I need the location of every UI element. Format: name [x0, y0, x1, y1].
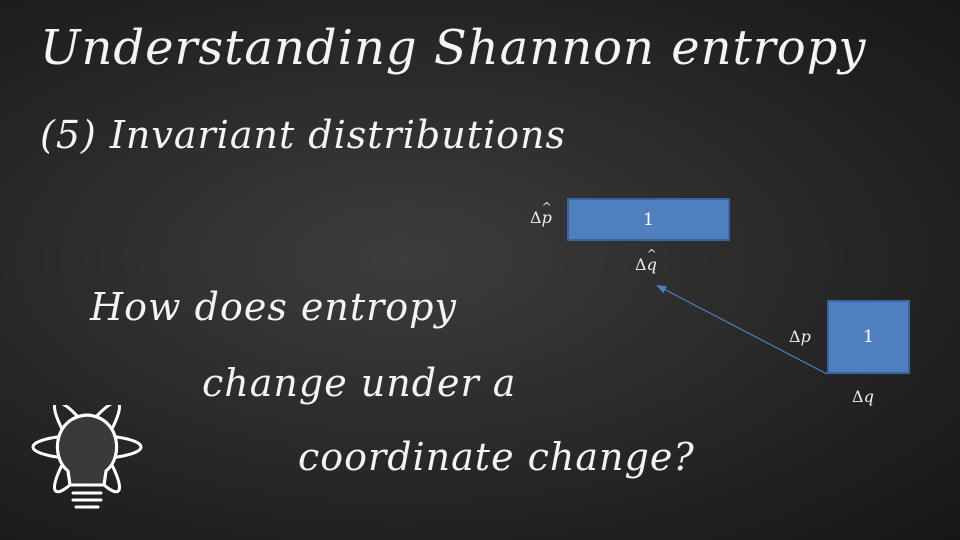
- slide-subtitle: (5) Invariant distributions: [40, 113, 566, 157]
- slide-title: Understanding Shannon entropy: [40, 20, 867, 76]
- original-distribution-box: 1: [827, 300, 910, 374]
- delta-p-hat-label: Δp ^: [530, 200, 552, 227]
- box-bottom-value: 1: [863, 327, 874, 347]
- atom-lightbulb-icon: [31, 405, 143, 509]
- delta-p-label: Δp: [789, 327, 811, 346]
- transformed-distribution-box: 1: [567, 198, 730, 241]
- question-line-3: coordinate change?: [298, 435, 695, 479]
- arrow-line: [656, 285, 828, 375]
- question-line-2: change under a: [202, 361, 517, 405]
- question-line-1: How does entropy: [90, 285, 457, 329]
- delta-q-label: Δq: [852, 387, 874, 406]
- delta-q-hat-label: Δq ^: [635, 247, 657, 274]
- box-top-value: 1: [643, 209, 654, 230]
